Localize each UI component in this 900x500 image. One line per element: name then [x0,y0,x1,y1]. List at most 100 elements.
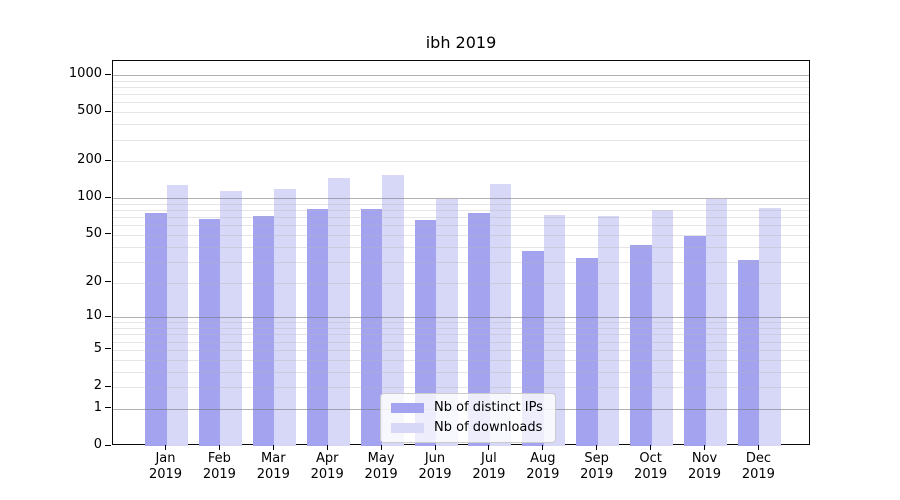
grid-layer [113,61,809,444]
x-tick-jul [488,445,490,450]
y-tick-50 [105,233,111,235]
gridline-minor-300 [113,139,809,141]
bar-downloads-dec [759,208,781,446]
x-tick-nov [704,445,705,450]
gridline-minor-80 [113,210,809,212]
y-tick-label-200: 200 [77,152,102,168]
x-tick-feb [218,445,220,450]
x-tick-aug [542,445,544,450]
bar-downloads-may [382,175,404,446]
x-tick-label-sep: Sep 2019 [580,451,614,482]
bar-downloads-jan [166,185,188,446]
y-tick-5 [105,348,111,350]
chart-title: ibh 2019 [425,33,497,52]
x-tick-label-oct: Oct 2019 [634,451,668,482]
y-tick-label-2: 2 [93,378,102,394]
gridline-minor-90 [113,203,809,205]
x-tick-label-feb: Feb 2019 [202,451,236,482]
bar-distinct-ips-apr [306,208,329,446]
bar-downloads-nov [705,198,727,446]
x-tick-mar [272,445,274,450]
gridline-minor-40 [113,246,809,248]
bar-distinct-ips-dec [737,259,760,446]
x-tick-jun [434,445,436,450]
y-tick-20 [105,281,111,283]
y-tick-100 [105,196,111,198]
x-tick-sep [596,445,598,450]
legend-swatch-distinct-ips [391,403,424,413]
gridline-minor-50 [113,234,809,236]
x-tick-jan [165,445,166,450]
legend: Nb of distinct IPs Nb of downloads [380,393,556,443]
bar-distinct-ips-jun [414,220,436,446]
x-tick-label-apr: Apr 2019 [310,451,344,482]
x-tick-label-jan: Jan 2019 [148,451,183,482]
gridline-minor-8 [113,328,809,330]
legend-item-distinct-ips: Nb of distinct IPs [391,400,543,416]
x-tick-label-dec: Dec 2019 [741,451,775,482]
gridline-minor-3 [113,371,809,373]
gridline-minor-6 [113,341,809,343]
gridline-minor-30 [113,261,809,263]
bar-downloads-jul [489,184,512,446]
bar-downloads-feb [220,191,242,446]
bar-distinct-ips-sep [576,258,598,446]
gridline-minor-600 [113,102,809,104]
legend-label-distinct-ips: Nb of distinct IPs [434,400,543,415]
y-tick-label-100: 100 [77,189,102,205]
y-tick-label-500: 500 [77,103,102,119]
gridline-minor-9 [113,322,809,324]
gridline-minor-4 [113,359,809,361]
y-tick-500 [105,110,111,112]
y-tick-200 [105,159,111,161]
bar-downloads-oct [651,210,674,446]
x-tick-label-mar: Mar 2019 [256,451,290,482]
gridline-minor-200 [113,161,809,163]
bar-distinct-ips-jul [468,212,490,446]
y-tick-label-20: 20 [85,273,102,289]
y-tick-label-1: 1 [93,399,102,415]
y-tick-label-10: 10 [85,308,102,324]
x-tick-dec [757,445,759,450]
gridline-major-1000 [113,75,809,77]
y-tick-label-50: 50 [85,225,102,241]
x-tick-oct [650,445,652,450]
y-tick-2 [105,385,111,387]
bar-downloads-jun [436,199,458,446]
gridline-major-100 [113,198,809,200]
gridline-minor-20 [113,282,809,284]
gridline-minor-900 [113,80,809,82]
gridline-minor-400 [113,124,809,126]
gridline-minor-800 [113,87,809,89]
y-tick-1 [105,407,111,409]
bar-distinct-ips-nov [684,235,706,446]
gridline-major-10 [113,317,809,319]
gridline-minor-70 [113,217,809,219]
gridline-minor-500 [113,112,809,114]
gridline-minor-60 [113,225,809,227]
bar-distinct-ips-mar [252,215,275,446]
gridline-minor-2 [113,387,809,389]
gridline-minor-700 [113,94,809,96]
y-tick-1000 [105,73,111,75]
y-tick-label-5: 5 [93,340,102,356]
gridline-minor-7 [113,334,809,336]
x-tick-label-jul: Jul 2019 [472,451,506,482]
bar-distinct-ips-oct [630,245,652,446]
x-tick-label-may: May 2019 [364,451,398,482]
x-tick-label-aug: Aug 2019 [526,451,560,482]
y-tick-label-0: 0 [93,437,102,452]
bar-downloads-apr [328,177,350,446]
x-tick-apr [326,445,328,450]
legend-swatch-downloads [391,423,424,433]
bar-downloads-aug [543,214,566,446]
plot-area: Nb of distinct IPs Nb of downloads [112,60,810,446]
bar-distinct-ips-may [360,209,383,446]
legend-label-downloads: Nb of downloads [434,420,543,435]
x-tick-label-jun: Jun 2019 [418,451,452,482]
y-tick-0 [105,444,111,446]
y-tick-label-1000: 1000 [68,66,102,82]
bar-distinct-ips-feb [198,218,221,446]
bar-downloads-sep [597,216,620,446]
